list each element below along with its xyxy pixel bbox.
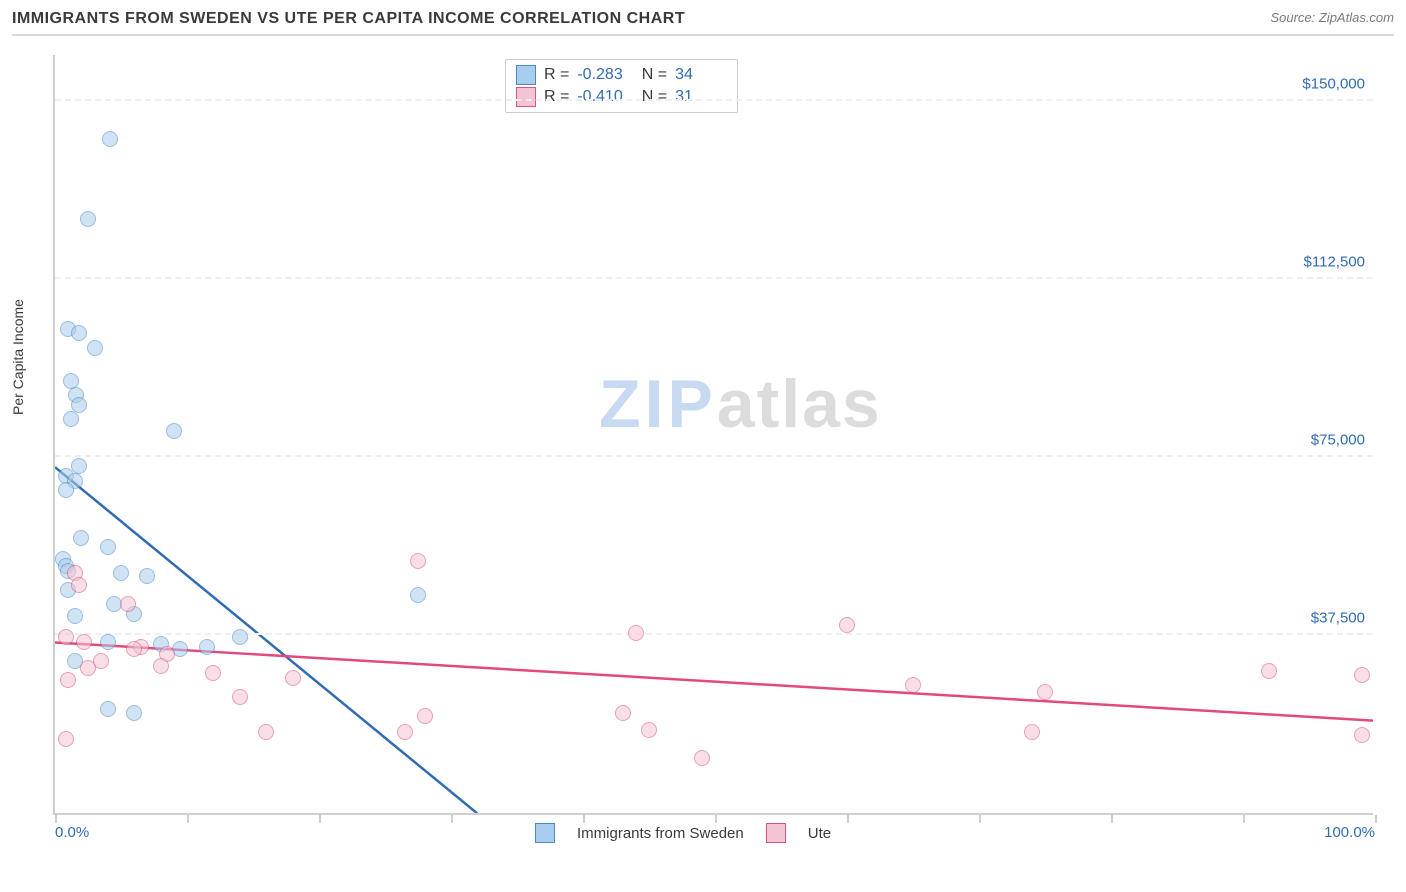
stat-n-label: N = xyxy=(637,64,667,86)
scatter-point-sweden xyxy=(100,634,116,650)
scatter-point-sweden xyxy=(67,608,83,624)
chart-header: IMMIGRANTS FROM SWEDEN VS UTE PER CAPITA… xyxy=(12,10,1394,36)
scatter-point-sweden xyxy=(166,423,182,439)
gridline xyxy=(55,633,1373,635)
scatter-point-ute xyxy=(641,722,657,738)
x-tick xyxy=(1111,815,1113,823)
chart-area: Per Capita Income ZIPatlas R = -0.283 N … xyxy=(48,55,1388,835)
stat-r-sweden: -0.283 xyxy=(577,64,629,86)
stat-r-label: R = xyxy=(544,64,569,86)
scatter-point-sweden xyxy=(102,131,118,147)
legend-label-sweden: Immigrants from Sweden xyxy=(577,825,744,842)
gridline xyxy=(55,455,1373,457)
scatter-point-ute xyxy=(1037,684,1053,700)
watermark-pre: ZIP xyxy=(599,366,717,442)
scatter-point-sweden xyxy=(71,325,87,341)
y-tick-label: $112,500 xyxy=(1304,253,1365,270)
scatter-point-ute xyxy=(1354,727,1370,743)
scatter-point-sweden xyxy=(232,629,248,645)
scatter-point-sweden xyxy=(410,587,426,603)
x-tick xyxy=(55,815,57,823)
scatter-point-ute xyxy=(76,634,92,650)
scatter-point-sweden xyxy=(139,568,155,584)
legend-swatch-sweden xyxy=(535,823,555,843)
scatter-point-ute xyxy=(120,596,136,612)
scatter-point-ute xyxy=(71,577,87,593)
scatter-plot: ZIPatlas R = -0.283 N = 34 R = -0.410 N … xyxy=(53,55,1373,815)
x-tick xyxy=(583,815,585,823)
scatter-point-sweden xyxy=(80,211,96,227)
scatter-point-ute xyxy=(628,625,644,641)
scatter-point-ute xyxy=(417,708,433,724)
legend-swatch-ute xyxy=(766,823,786,843)
scatter-point-sweden xyxy=(113,565,129,581)
trend-line-sweden xyxy=(55,467,477,813)
stats-legend-box: R = -0.283 N = 34 R = -0.410 N = 31 xyxy=(505,59,738,113)
scatter-point-ute xyxy=(153,658,169,674)
y-axis-label: Per Capita Income xyxy=(10,299,26,415)
scatter-point-ute xyxy=(615,705,631,721)
scatter-point-ute xyxy=(285,670,301,686)
x-tick-label: 100.0% xyxy=(1324,824,1375,841)
stats-row-sweden: R = -0.283 N = 34 xyxy=(516,64,727,86)
x-tick xyxy=(1243,815,1245,823)
scatter-point-ute xyxy=(80,660,96,676)
x-tick xyxy=(451,815,453,823)
x-tick xyxy=(715,815,717,823)
scatter-point-sweden xyxy=(126,705,142,721)
scatter-point-sweden xyxy=(73,530,89,546)
x-tick xyxy=(847,815,849,823)
y-tick-label: $37,500 xyxy=(1311,609,1365,626)
legend-label-ute: Ute xyxy=(808,825,831,842)
scatter-point-ute xyxy=(1354,667,1370,683)
stat-n-ute: 31 xyxy=(675,86,727,108)
scatter-point-ute xyxy=(397,724,413,740)
scatter-point-sweden xyxy=(58,482,74,498)
gridline xyxy=(55,99,1373,101)
scatter-point-ute xyxy=(232,689,248,705)
scatter-point-ute xyxy=(410,553,426,569)
swatch-sweden xyxy=(516,65,536,85)
scatter-point-sweden xyxy=(100,539,116,555)
scatter-point-ute xyxy=(205,665,221,681)
chart-source: Source: ZipAtlas.com xyxy=(1270,10,1394,25)
bottom-legend: Immigrants from Sweden Ute xyxy=(535,823,831,843)
scatter-point-ute xyxy=(839,617,855,633)
trend-line-ute xyxy=(55,642,1373,720)
scatter-point-ute xyxy=(126,641,142,657)
x-tick xyxy=(1375,815,1377,823)
chart-title: IMMIGRANTS FROM SWEDEN VS UTE PER CAPITA… xyxy=(12,10,685,28)
x-tick xyxy=(187,815,189,823)
scatter-point-ute xyxy=(1024,724,1040,740)
scatter-point-ute xyxy=(258,724,274,740)
stat-n-label: N = xyxy=(637,86,667,108)
scatter-point-ute xyxy=(58,731,74,747)
scatter-point-ute xyxy=(60,672,76,688)
scatter-point-sweden xyxy=(100,701,116,717)
stat-r-label: R = xyxy=(544,86,569,108)
scatter-point-ute xyxy=(905,677,921,693)
x-tick-label: 0.0% xyxy=(55,824,89,841)
watermark: ZIPatlas xyxy=(599,365,882,443)
watermark-post: atlas xyxy=(717,366,882,442)
scatter-point-sweden xyxy=(87,340,103,356)
stats-row-ute: R = -0.410 N = 31 xyxy=(516,86,727,108)
y-tick-label: $75,000 xyxy=(1311,431,1365,448)
source-label: Source: xyxy=(1270,10,1318,25)
x-tick xyxy=(979,815,981,823)
swatch-ute xyxy=(516,87,536,107)
scatter-point-sweden xyxy=(199,639,215,655)
scatter-point-ute xyxy=(694,750,710,766)
stat-n-sweden: 34 xyxy=(675,64,727,86)
scatter-point-sweden xyxy=(63,411,79,427)
trend-lines xyxy=(55,55,1373,813)
stat-r-ute: -0.410 xyxy=(577,86,629,108)
gridline xyxy=(55,277,1373,279)
scatter-point-ute xyxy=(1261,663,1277,679)
source-name: ZipAtlas.com xyxy=(1319,10,1394,25)
scatter-point-ute xyxy=(58,629,74,645)
x-tick xyxy=(319,815,321,823)
y-tick-label: $150,000 xyxy=(1302,75,1365,92)
